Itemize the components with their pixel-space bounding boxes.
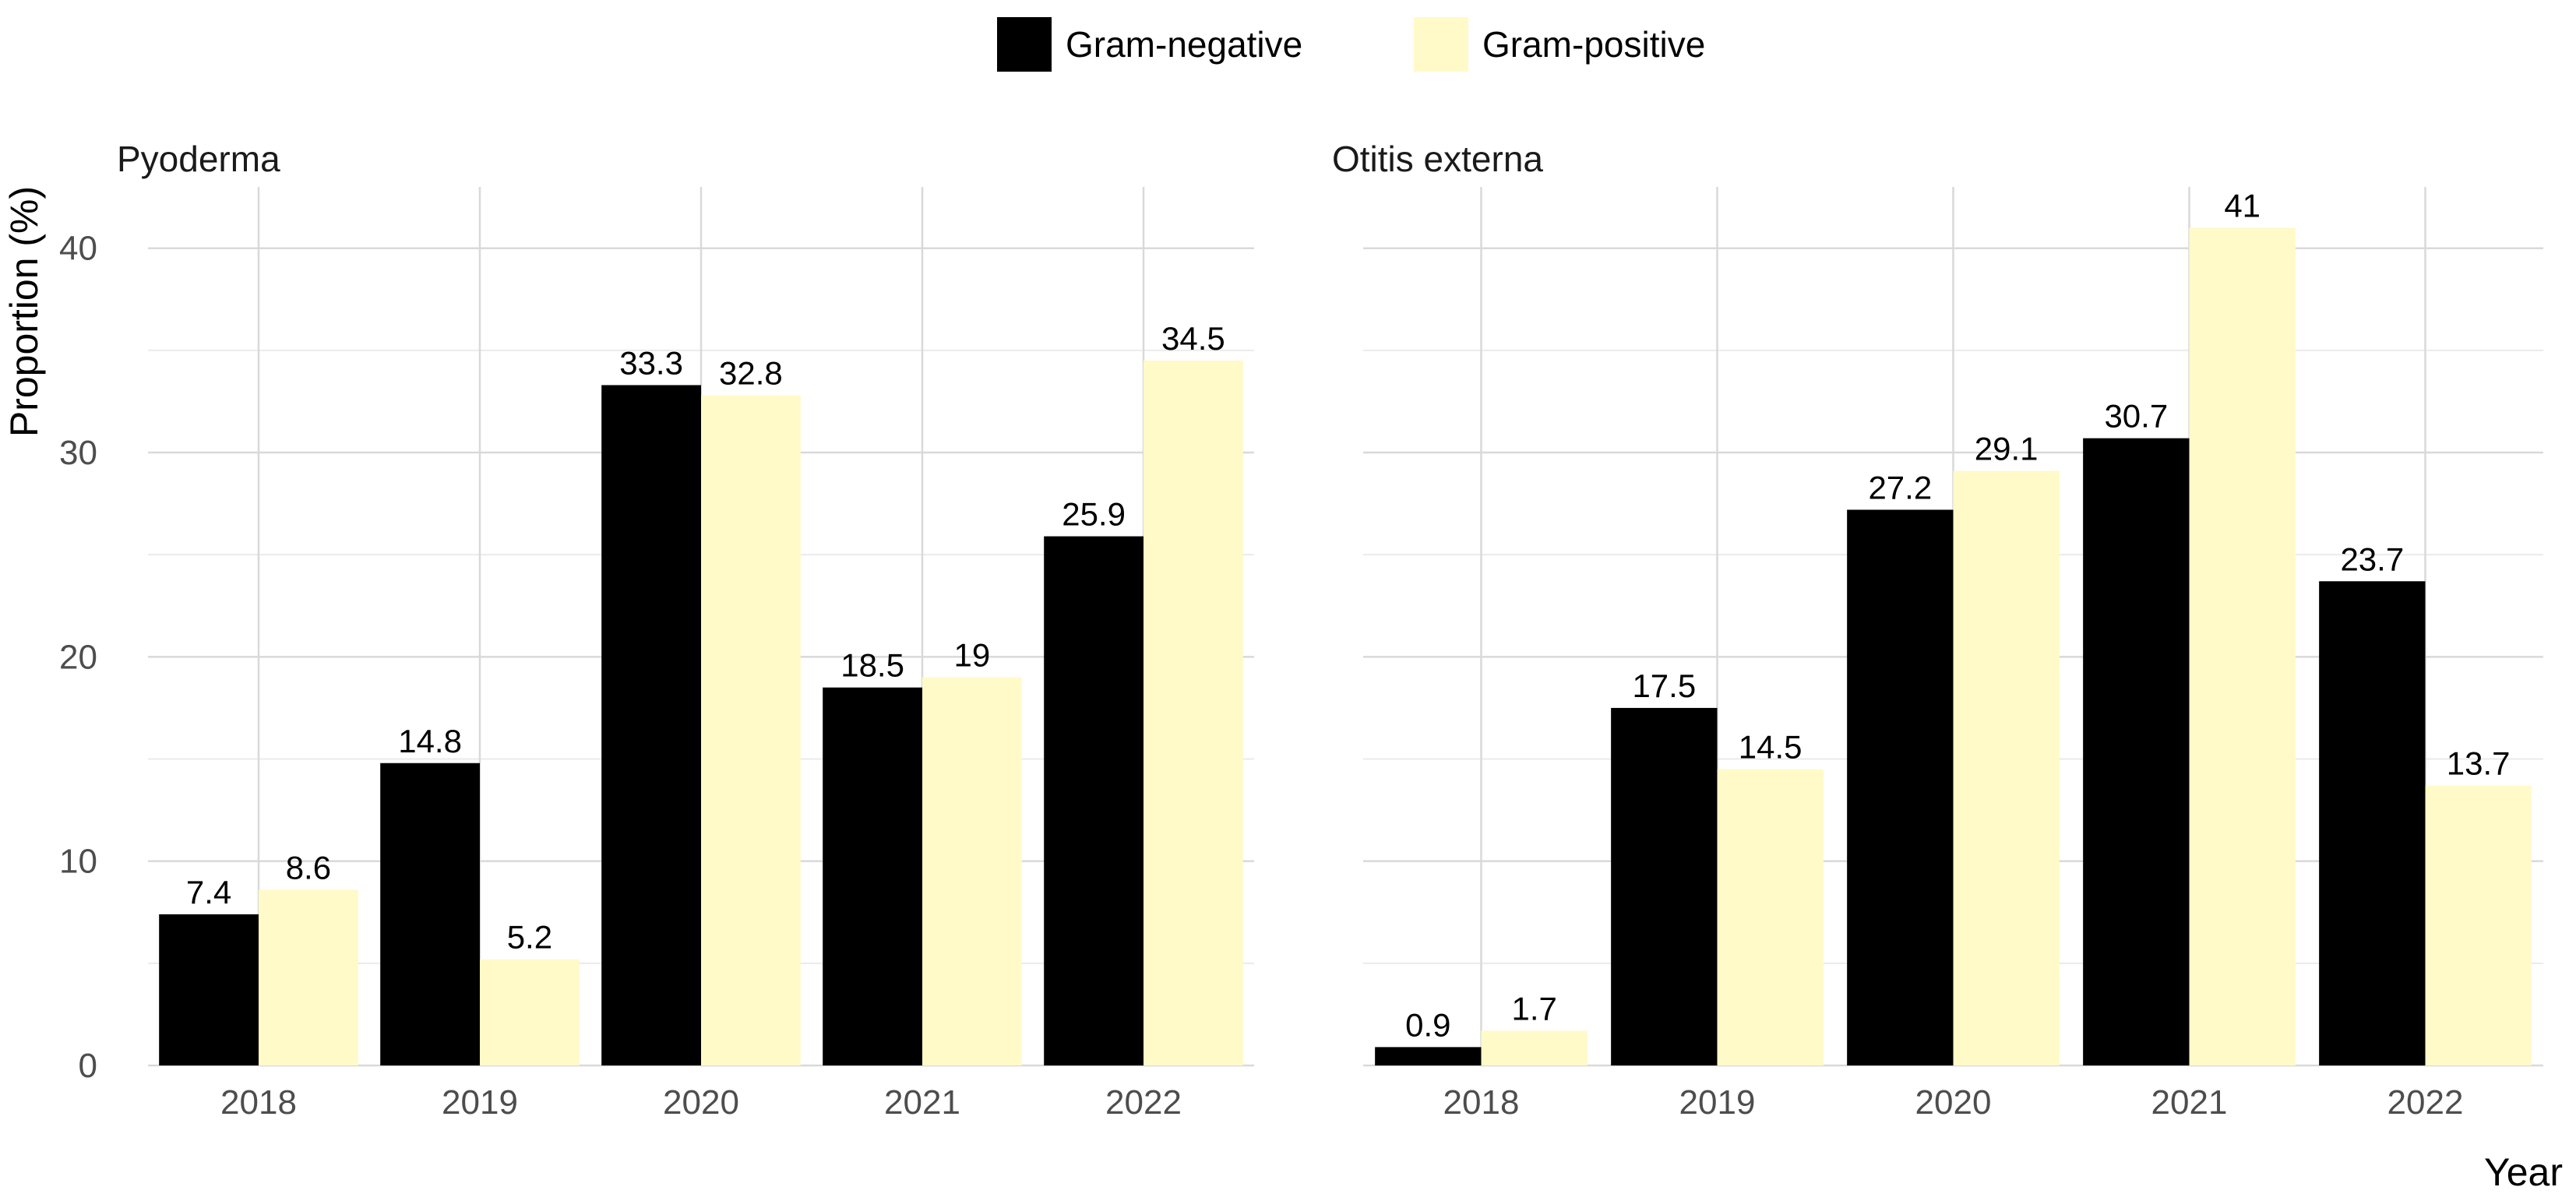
bar-label-gram-positive: 19 [954,637,991,674]
bar-gram-negative [380,763,480,1065]
x-tick-label: 2021 [884,1083,960,1122]
bar-label-gram-negative: 30.7 [2104,398,2168,435]
bar-gram-positive [2425,785,2532,1065]
bar-label-gram-negative: 33.3 [619,344,683,381]
bar-gram-negative [2319,581,2426,1065]
bar-label-gram-negative: 17.5 [1632,667,1696,704]
bar-label-gram-positive: 32.8 [719,355,783,392]
x-tick-label: 2018 [1443,1083,1520,1122]
x-tick-label: 2020 [663,1083,739,1122]
bar-label-gram-positive: 1.7 [1511,990,1556,1027]
legend-label-gram-positive: Gram-positive [1482,24,1705,65]
bar-gram-negative [1847,509,1954,1065]
bar-label-gram-negative: 25.9 [1062,496,1126,533]
x-tick-label: 2018 [220,1083,297,1122]
bar-gram-positive [2189,227,2296,1066]
bar-gram-positive [922,677,1022,1065]
y-tick-label: 20 [59,638,97,676]
bar-label-gram-negative: 27.2 [1868,469,1932,505]
bar-gram-negative [159,914,259,1065]
bar-gram-positive [701,395,801,1065]
y-tick-label: 40 [59,230,97,268]
bar-label-gram-negative: 18.5 [840,647,904,684]
legend-swatch-gram-positive [1414,17,1468,72]
bar-gram-positive [480,959,580,1065]
x-tick-label: 2019 [442,1083,518,1122]
x-tick-label: 2022 [2387,1083,2464,1122]
bar-gram-negative [823,687,922,1065]
x-axis-title: Year [2484,1150,2563,1194]
bar-label-gram-negative: 0.9 [1405,1006,1450,1043]
bar-label-gram-negative: 23.7 [2340,541,2404,577]
bar-gram-positive [1144,360,1243,1065]
x-tick-label: 2021 [2151,1083,2228,1122]
y-axis-title: Proportion (%) [2,186,46,437]
bar-gram-positive [1953,470,2060,1065]
bar-label-gram-negative: 7.4 [186,874,231,910]
y-tick-label: 0 [79,1047,97,1085]
panel-title: Pyoderma [117,139,280,179]
bar-gram-negative [1611,707,1718,1065]
bar-gram-positive [259,889,358,1065]
bar-label-gram-positive: 41 [2224,187,2261,224]
panel-otitis-externa: Otitis externa 2018 2019 2020 2021 2022 0.9 17.… [1332,139,2543,1122]
bar-gram-negative [601,385,701,1065]
bar-label-gram-negative: 14.8 [398,723,462,759]
legend: Gram-negative Gram-positive [997,17,1705,72]
bar-label-gram-positive: 14.5 [1739,729,1802,766]
bar-label-gram-positive: 34.5 [1161,320,1225,357]
x-tick-label: 2020 [1915,1083,1992,1122]
panel-pyoderma: Pyoderma 0 10 20 30 40 2018 2019 2020 2021 2022 7.4… [59,139,1254,1122]
bar-gram-negative [1375,1047,1482,1065]
x-tick-label: 2022 [1105,1083,1182,1122]
legend-swatch-gram-negative [997,17,1052,72]
legend-label-gram-negative: Gram-negative [1066,24,1302,65]
bar-gram-positive [1717,769,1824,1065]
y-tick-label: 10 [59,843,97,881]
panel-title: Otitis externa [1332,139,1543,179]
bar-gram-negative [1044,536,1144,1065]
bar-gram-positive [1481,1030,1588,1065]
x-tick-label: 2019 [1679,1083,1756,1122]
bar-label-gram-positive: 5.2 [507,919,552,956]
y-tick-label: 30 [59,434,97,472]
chart-panels: Pyoderma 0 10 20 30 40 2018 2019 2020 2021 2022 7.4… [59,139,2543,1122]
bar-gram-negative [2083,438,2190,1065]
bar-label-gram-positive: 13.7 [2447,745,2511,782]
bar-label-gram-positive: 8.6 [286,849,331,886]
bar-label-gram-positive: 29.1 [1975,431,2039,467]
